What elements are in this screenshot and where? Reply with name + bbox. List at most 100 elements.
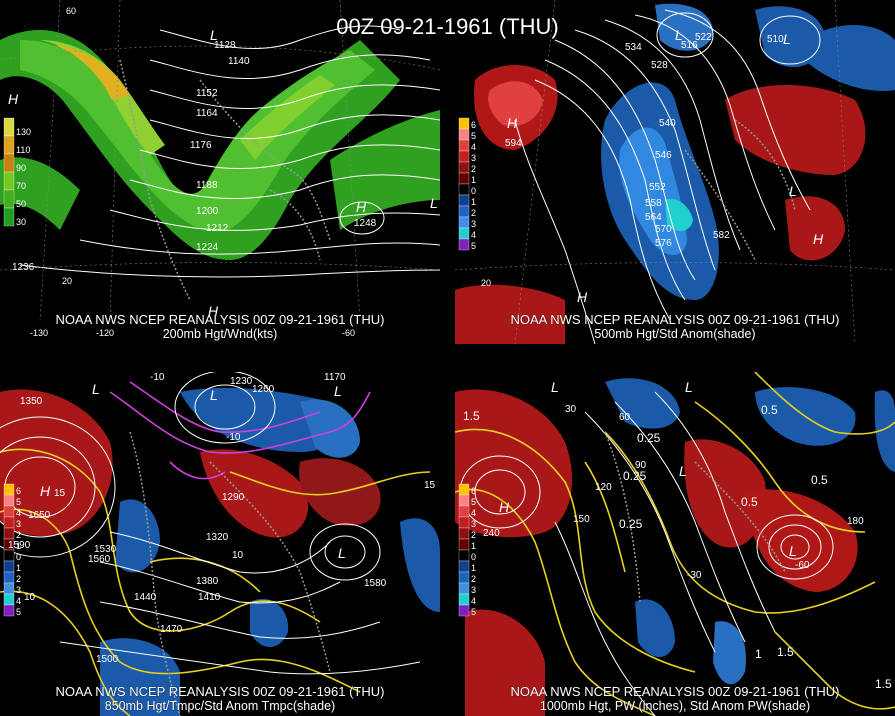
p1000-legend-swatch [458, 604, 470, 617]
p850-contour-label: 1260 [252, 384, 275, 395]
anom-warm-central [200, 449, 309, 538]
pw-contours [455, 372, 895, 716]
p1000-legend-swatch [458, 483, 470, 496]
p1000-contour-label: 120 [595, 482, 612, 493]
p500-low-marker: L [783, 31, 791, 47]
jet-band-atlantic [330, 110, 440, 230]
p850-legend-swatch [3, 582, 15, 595]
anom-high-south [455, 284, 565, 344]
p1000-contour-label: -60 [795, 560, 810, 571]
p200-legend-label: 130 [16, 127, 31, 137]
p1000-legend-label: 5 [471, 497, 476, 507]
p850-contour-label: 1350 [20, 396, 43, 407]
p1000-pw-label: 1.5 [777, 645, 794, 659]
p500-contour-label: 576 [655, 238, 672, 249]
p1000-legend-label: 2 [471, 574, 476, 584]
p850-legend-label: 1 [16, 541, 21, 551]
panel-500mb-subtitle: 500mb Hgt/Std Anom(shade) [594, 327, 756, 341]
p200-contour-label: 1248 [354, 218, 377, 229]
labels-850mb: 6543210123451290132013501230126011701650… [3, 372, 436, 665]
panel-500mb: 6 5 4 3 2 1 0 1 2 3 4 5 534 528 522 516 510 540 546 552 558 5… [455, 0, 895, 344]
p850-temp-label: -10 [150, 372, 165, 383]
p500-contour-label: 564 [645, 212, 662, 223]
p850-legend-label: 5 [16, 607, 21, 617]
p850-legend-swatch [3, 560, 15, 573]
p1000-contour-label: 150 [573, 514, 590, 525]
p200-legend-swatch [3, 189, 15, 209]
p200-legend-label: 90 [16, 163, 26, 173]
p850-legend-label: 3 [16, 585, 21, 595]
p500-contour-label: 582 [713, 230, 730, 241]
p200-contour-label: 1188 [196, 180, 218, 191]
p850-legend-label: 6 [16, 486, 21, 496]
p500-legend-label: 5 [471, 241, 476, 251]
p1000-legend-swatch [458, 582, 470, 595]
p500-legend-swatch [458, 172, 470, 185]
p850-temp-label: 15 [54, 488, 66, 499]
coastlines [129, 431, 331, 716]
p850-low-marker: L [334, 383, 342, 399]
panel-1000mb-caption: NOAA NWS NCEP REANALYSIS 00Z 09-21-1961 … [510, 684, 840, 699]
jet-band-pacific [0, 157, 80, 230]
p850-contour-label: 1320 [206, 532, 229, 543]
p200-legend-label: 50 [16, 199, 26, 209]
p200-legend-label: 70 [16, 181, 26, 191]
p200-legend-swatch [3, 135, 15, 155]
p500-contour-label: 528 [651, 60, 668, 71]
p200-contour-label: 1128 [214, 40, 236, 51]
p500-high-marker: H [577, 289, 588, 305]
p1000-legend-label: 1 [471, 563, 476, 573]
p200-contour-label: 1200 [196, 206, 219, 217]
p500-legend-label: 3 [471, 219, 476, 229]
p850-low-marker: L [92, 381, 100, 397]
p500-legend-swatch [458, 205, 470, 218]
p500-low-marker: L [675, 27, 683, 43]
labels-500mb: 6543210123455345285225165105405465525585… [458, 27, 824, 305]
anom-cold-atlantic [400, 518, 440, 612]
p1000-legend-label: 6 [471, 486, 476, 496]
p1000-legend-label: 3 [471, 519, 476, 529]
p850-legend-swatch [3, 549, 15, 562]
p200-contour-label: 1152 [196, 88, 218, 99]
p850-legend-swatch [3, 494, 15, 507]
p500-contour-label: 534 [625, 42, 642, 53]
height-contours [0, 372, 421, 675]
p500-legend-swatch [458, 161, 470, 174]
panel-850mb: 6 5 4 3 2 1 0 1 2 3 4 5 1290 1320 1350 1230 1260 1170 1650… [0, 372, 440, 716]
p500-legend-label: 0 [471, 186, 476, 196]
p200-high-marker: H [8, 91, 19, 107]
p200-high-marker: H [208, 303, 219, 319]
p1000-legend-swatch [458, 593, 470, 606]
p500-contour-label: 552 [649, 182, 666, 193]
anom-dry-ne [874, 390, 895, 472]
temp-contours-cold [109, 381, 371, 480]
p200-high-marker: H [356, 199, 367, 215]
p500-high-marker: H [507, 115, 518, 131]
p500-legend-swatch [458, 238, 470, 251]
p1000-low-marker: L [685, 379, 693, 395]
p850-contour-label: 1650 [28, 510, 51, 521]
p200-contour-label: 1164 [196, 108, 218, 119]
p1000-high-marker: H [499, 499, 510, 515]
p1000-contour-label: 90 [635, 460, 647, 471]
p1000-legend-label: 5 [471, 607, 476, 617]
p1000-legend-swatch [458, 527, 470, 540]
p1000-contour-label: 180 [847, 516, 864, 527]
p500-lat-label: 20 [481, 278, 491, 288]
p850-legend-swatch [3, 527, 15, 540]
anom-cold-mexico [100, 638, 180, 716]
anom-dry-mexico [635, 599, 675, 657]
p1000-contour-label: 30 [565, 404, 577, 415]
map-500mb [455, 0, 895, 344]
anom-moist-central [684, 439, 766, 548]
p850-contour-label: 1290 [222, 492, 245, 503]
panel-500mb-caption: NOAA NWS NCEP REANALYSIS 00Z 09-21-1961 … [510, 312, 840, 327]
p1000-legend-swatch [458, 505, 470, 518]
map-200mb [0, 0, 440, 321]
p850-temp-label: 10 [24, 592, 36, 603]
p1000-pw-label: 1.5 [875, 677, 892, 691]
p200-lon-label: -120 [96, 328, 114, 338]
p850-low-marker: L [338, 545, 346, 561]
main-title: 00Z 09-21-1961 (THU) [336, 14, 559, 39]
